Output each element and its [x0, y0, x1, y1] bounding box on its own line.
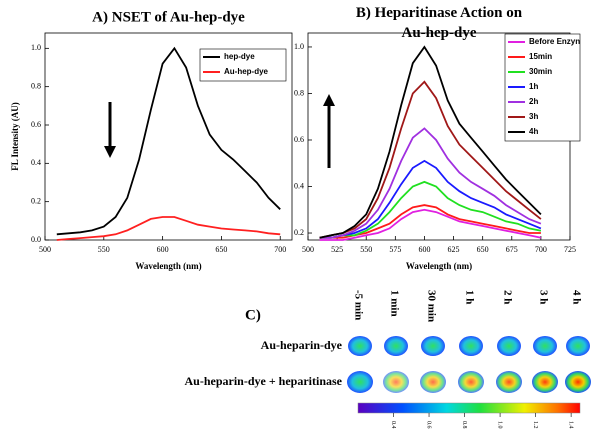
x-tick-label: 500 [302, 245, 314, 254]
column-label: 30 min [425, 290, 437, 322]
y-tick-label: 0.2 [31, 196, 41, 205]
well-image [532, 371, 558, 393]
column-label: 1 h [463, 290, 475, 304]
row-label: Au-heparin-dye [261, 338, 343, 352]
x-tick-label: 650 [477, 245, 489, 254]
y-tick-label: 0.0 [31, 235, 41, 244]
x-tick-label: 550 [98, 245, 110, 254]
figure: A) NSET of Au-hep-dye 500 550 600 650 700 0.0 0… [0, 0, 596, 443]
x-tick-label: 625 [448, 245, 460, 254]
colorbar-tick-label: 0.4 [390, 421, 396, 429]
x-tick-label: 600 [157, 245, 169, 254]
x-tick-label: 525 [331, 245, 343, 254]
column-label: -5 min [352, 290, 364, 320]
arrow-head [323, 94, 335, 106]
well-image [565, 371, 591, 393]
x-tick-label: 700 [535, 245, 547, 254]
well-image [533, 336, 557, 356]
column-label: 3 h [537, 290, 549, 304]
legend-label: 4h [529, 127, 538, 136]
x-tick-label: 575 [389, 245, 401, 254]
row-label: Au-heparin-dye + heparitinase [184, 374, 342, 388]
x-tick-label: 650 [215, 245, 227, 254]
x-axis-label: Wavelength (nm) [135, 261, 201, 271]
legend-label: 2h [529, 97, 538, 106]
y-tick-label: 0.6 [31, 120, 41, 129]
legend-label: 30min [529, 67, 552, 76]
well-image [348, 336, 372, 356]
series-line [57, 217, 280, 240]
x-tick-label: 675 [506, 245, 518, 254]
x-tick-label: 725 [564, 245, 576, 254]
legend-label: hep-dye [224, 52, 255, 61]
well-image [347, 371, 373, 393]
y-axis-label: FL Intensity (AU) [10, 102, 20, 171]
colorbar-tick-label: 0.6 [426, 421, 432, 429]
well-image [384, 336, 408, 356]
well-image [458, 371, 484, 393]
well-image [496, 371, 522, 393]
well-image [566, 336, 590, 356]
column-label: 1 min [388, 290, 400, 317]
column-label: 2 h [501, 290, 513, 304]
legend-label: 15min [529, 52, 552, 61]
well-image [420, 371, 446, 393]
y-tick-label: 1.0 [294, 42, 304, 51]
y-tick-label: 0.4 [294, 181, 304, 190]
x-tick-label: 600 [418, 245, 430, 254]
x-tick-label: 700 [274, 245, 286, 254]
legend-label: Before Enzyn [529, 37, 580, 46]
well-image [497, 336, 521, 356]
y-tick-label: 0.8 [294, 88, 304, 97]
x-axis-label: Wavelength (nm) [406, 261, 472, 271]
x-tick-label: 500 [39, 245, 51, 254]
panel-title: C) [245, 307, 261, 323]
well-image [421, 336, 445, 356]
arrow-head [104, 146, 116, 158]
well-image [459, 336, 483, 356]
colorbar-tick-label: 1.4 [568, 421, 574, 429]
y-tick-label: 0.8 [31, 81, 41, 90]
y-tick-label: 0.6 [294, 135, 304, 144]
x-tick-label: 550 [360, 245, 372, 254]
y-tick-label: 1.0 [31, 43, 41, 52]
column-label: 4 h [570, 290, 582, 304]
colorbar-tick-label: 1.0 [497, 421, 503, 429]
legend-label: Au-hep-dye [224, 67, 269, 76]
colorbar [358, 403, 580, 413]
well-image [383, 371, 409, 393]
legend-label: 3h [529, 112, 538, 121]
legend-label: 1h [529, 82, 538, 91]
chart-title: A) NSET of Au-hep-dye [92, 9, 245, 25]
colorbar-tick-label: 0.8 [461, 421, 467, 429]
colorbar-tick-label: 1.2 [532, 421, 538, 429]
y-tick-label: 0.4 [31, 158, 41, 167]
y-tick-label: 0.2 [294, 228, 304, 237]
